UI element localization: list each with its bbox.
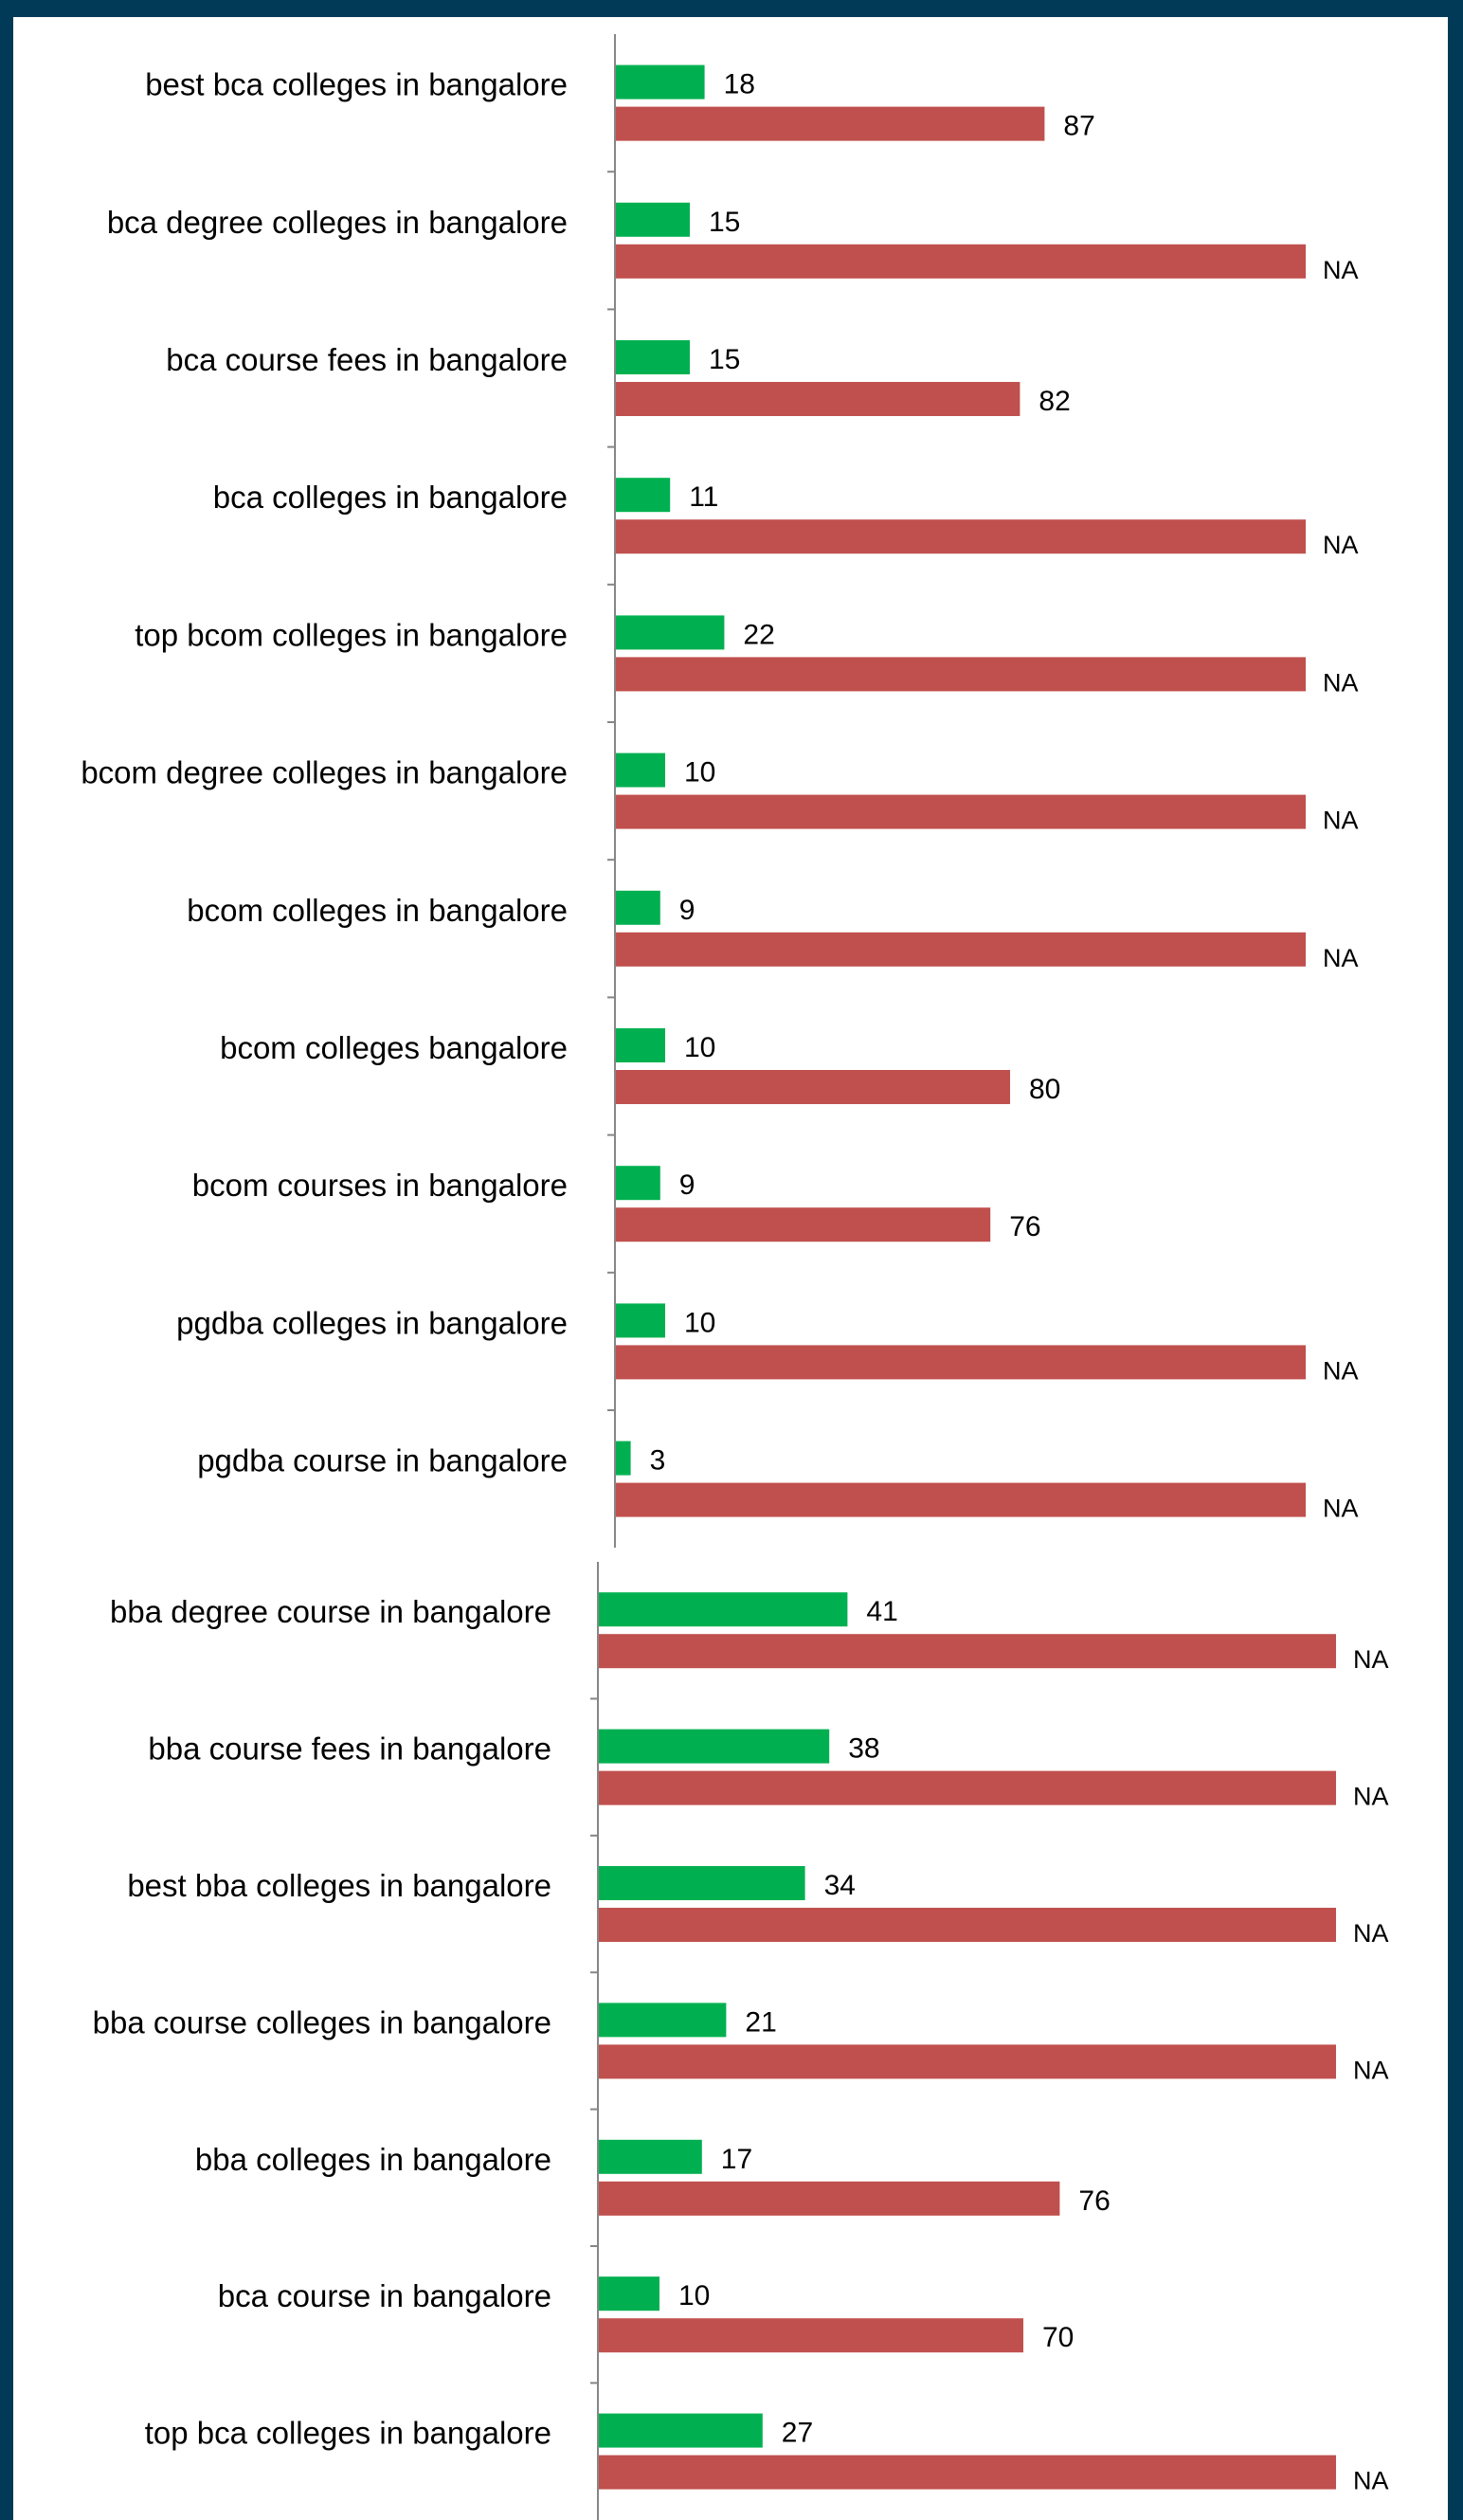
category-label: bcom colleges in bangalore: [187, 893, 568, 928]
chart-bottom: bba degree course in bangalore 41 NA bba co…: [93, 1562, 1389, 2520]
category-label: top bca colleges in bangalore: [145, 2416, 551, 2451]
bar-green: [616, 1166, 660, 1201]
chart-panel: best bca colleges in bangalore 18 87 bca de…: [13, 17, 1448, 2520]
data-label: 9: [679, 1169, 695, 1201]
bar-red: [599, 1770, 1336, 1805]
data-label: 15: [709, 207, 740, 238]
category-label: bca course fees in bangalore: [166, 342, 568, 377]
bar-red: [616, 1482, 1306, 1517]
data-label: 41: [866, 1596, 897, 1627]
bar-green: [599, 1866, 805, 1900]
bar-green: [599, 1729, 830, 1764]
bar-red: [599, 2455, 1336, 2490]
data-label: 21: [745, 2006, 776, 2038]
data-label: 38: [848, 1733, 879, 1765]
data-label: 22: [743, 619, 774, 650]
data-label: NA: [1353, 1645, 1389, 1674]
data-label: 76: [1009, 1211, 1040, 1242]
bar-red: [616, 106, 1045, 141]
category-label: bba colleges in bangalore: [195, 2142, 551, 2177]
data-label: NA: [1353, 1783, 1389, 1811]
category-label: bcom colleges bangalore: [220, 1030, 568, 1065]
data-label: 10: [684, 757, 715, 789]
data-label: NA: [1323, 668, 1359, 697]
bar-red: [616, 244, 1306, 279]
category-label: best bca colleges in bangalore: [145, 67, 568, 102]
data-label: NA: [1353, 2056, 1389, 2084]
data-label: NA: [1353, 1919, 1389, 1948]
data-label: 87: [1063, 111, 1094, 142]
data-label: 17: [721, 2144, 752, 2175]
data-label: 70: [1042, 2322, 1074, 2353]
bar-red: [616, 1207, 991, 1242]
data-label: 80: [1029, 1074, 1060, 1105]
data-label: NA: [1323, 531, 1359, 559]
bar-green: [616, 615, 725, 650]
bar-green: [599, 1592, 848, 1627]
category-label: bba degree course in bangalore: [110, 1594, 551, 1629]
bar-red: [599, 2318, 1023, 2353]
data-label: NA: [1323, 1356, 1359, 1385]
data-label: 11: [689, 481, 718, 513]
bar-charts: best bca colleges in bangalore 18 87 bca de…: [81, 34, 1389, 2520]
category-label: pgdba course in bangalore: [197, 1443, 568, 1478]
data-label: NA: [1323, 256, 1359, 284]
data-label: NA: [1323, 944, 1359, 972]
category-label: bca colleges in bangalore: [213, 480, 568, 515]
bar-green: [599, 2139, 702, 2174]
bar-green: [599, 2276, 659, 2312]
category-label: bba course fees in bangalore: [148, 1731, 551, 1767]
bar-green: [616, 1028, 665, 1062]
bar-red: [616, 932, 1306, 967]
category-label: bcom degree colleges in bangalore: [81, 755, 568, 790]
chart-top: best bca colleges in bangalore 18 87 bca de…: [81, 34, 1359, 1548]
bar-green: [616, 64, 705, 100]
bar-green: [616, 478, 671, 513]
bar-red: [616, 1070, 1010, 1104]
data-label: 76: [1078, 2185, 1110, 2217]
bar-red: [616, 519, 1306, 554]
data-label: 18: [724, 69, 755, 100]
bar-green: [599, 2003, 727, 2038]
category-label: bba course colleges in bangalore: [93, 2004, 551, 2040]
data-label: 82: [1039, 386, 1070, 417]
data-label: 10: [678, 2280, 710, 2312]
bar-green: [616, 890, 660, 925]
data-label: NA: [1323, 1495, 1359, 1523]
data-label: 34: [824, 1870, 856, 1901]
category-label: pgdba colleges in bangalore: [176, 1305, 568, 1340]
data-label: NA: [1353, 2467, 1389, 2495]
bar-red: [599, 1908, 1336, 1942]
bar-red: [616, 794, 1306, 829]
bar-red: [599, 2044, 1336, 2079]
category-label: bcom courses in bangalore: [192, 1168, 568, 1203]
bar-red: [616, 1345, 1306, 1380]
data-label: NA: [1323, 807, 1359, 835]
category-label: top bcom colleges in bangalore: [135, 617, 568, 652]
data-label: 9: [679, 895, 695, 926]
data-label: 27: [782, 2418, 813, 2449]
data-label: 10: [684, 1032, 715, 1063]
category-label: bca degree colleges in bangalore: [107, 205, 568, 240]
data-label: 15: [709, 344, 740, 375]
bar-red: [616, 657, 1306, 692]
data-label: 10: [684, 1307, 715, 1338]
bar-red: [599, 2181, 1060, 2216]
bar-green: [616, 1303, 665, 1338]
bar-red: [616, 382, 1020, 416]
bar-green: [616, 340, 690, 374]
category-label: bca course in bangalore: [218, 2278, 551, 2313]
bar-green: [599, 2413, 763, 2448]
bar-green: [616, 202, 690, 237]
bar-green: [616, 1441, 631, 1476]
data-label: 3: [650, 1445, 666, 1477]
bar-green: [616, 752, 665, 788]
category-label: best bba colleges in bangalore: [127, 1868, 551, 1903]
bar-red: [599, 1634, 1336, 1669]
